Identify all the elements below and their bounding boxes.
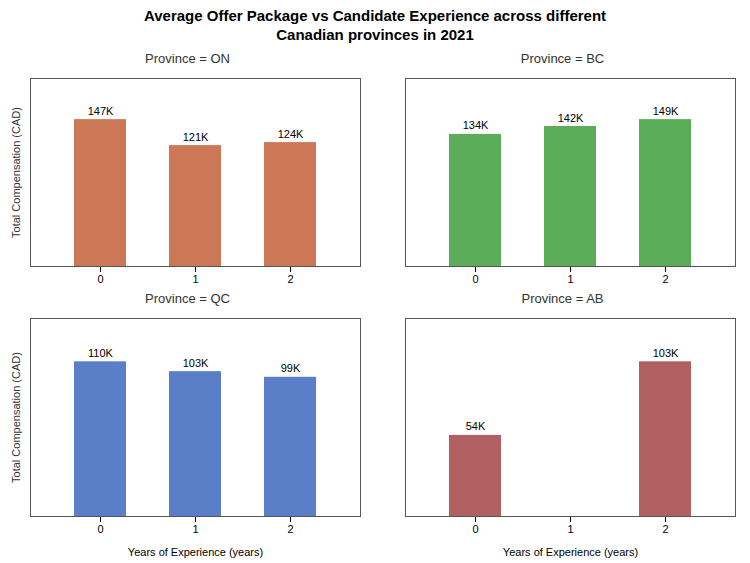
svg-text:121K: 121K bbox=[183, 131, 209, 143]
svg-text:54K: 54K bbox=[466, 420, 486, 432]
svg-text:2: 2 bbox=[662, 273, 668, 285]
svg-text:Total Compensation (CAD): Total Compensation (CAD) bbox=[10, 352, 22, 483]
svg-text:0: 0 bbox=[472, 273, 478, 285]
svg-text:103K: 103K bbox=[183, 357, 209, 369]
svg-text:2: 2 bbox=[287, 273, 293, 285]
svg-text:124K: 124K bbox=[278, 128, 304, 140]
svg-text:1: 1 bbox=[192, 273, 198, 285]
svg-text:2: 2 bbox=[662, 523, 668, 535]
svg-text:147K: 147K bbox=[88, 105, 114, 117]
svg-text:2: 2 bbox=[287, 523, 293, 535]
svg-text:134K: 134K bbox=[463, 119, 489, 131]
svg-text:1: 1 bbox=[567, 273, 573, 285]
svg-text:103K: 103K bbox=[653, 347, 679, 359]
svg-text:99K: 99K bbox=[281, 362, 301, 374]
svg-text:1: 1 bbox=[567, 523, 573, 535]
svg-text:Years of Experience (years): Years of Experience (years) bbox=[128, 546, 263, 558]
svg-text:1: 1 bbox=[192, 523, 198, 535]
svg-text:110K: 110K bbox=[88, 347, 114, 359]
svg-text:149K: 149K bbox=[653, 105, 679, 117]
svg-text:0: 0 bbox=[472, 523, 478, 535]
html-text:Average Offer Package vs Candi: Average Offer Package vs Candidate Exper… bbox=[143, 7, 607, 43]
svg-text:Years of Experience (years): Years of Experience (years) bbox=[503, 546, 638, 558]
html-text:Province = ON: Province = ON bbox=[145, 51, 230, 66]
html-text:Province = QC: Province = QC bbox=[145, 291, 230, 306]
html-text:Province = AB: Province = AB bbox=[521, 291, 604, 306]
html-text:Province = BC: Province = BC bbox=[520, 51, 605, 66]
svg-text:142K: 142K bbox=[558, 112, 584, 124]
svg-text:0: 0 bbox=[97, 273, 103, 285]
svg-text:Total Compensation (CAD): Total Compensation (CAD) bbox=[10, 107, 22, 238]
svg-text:0: 0 bbox=[97, 523, 103, 535]
